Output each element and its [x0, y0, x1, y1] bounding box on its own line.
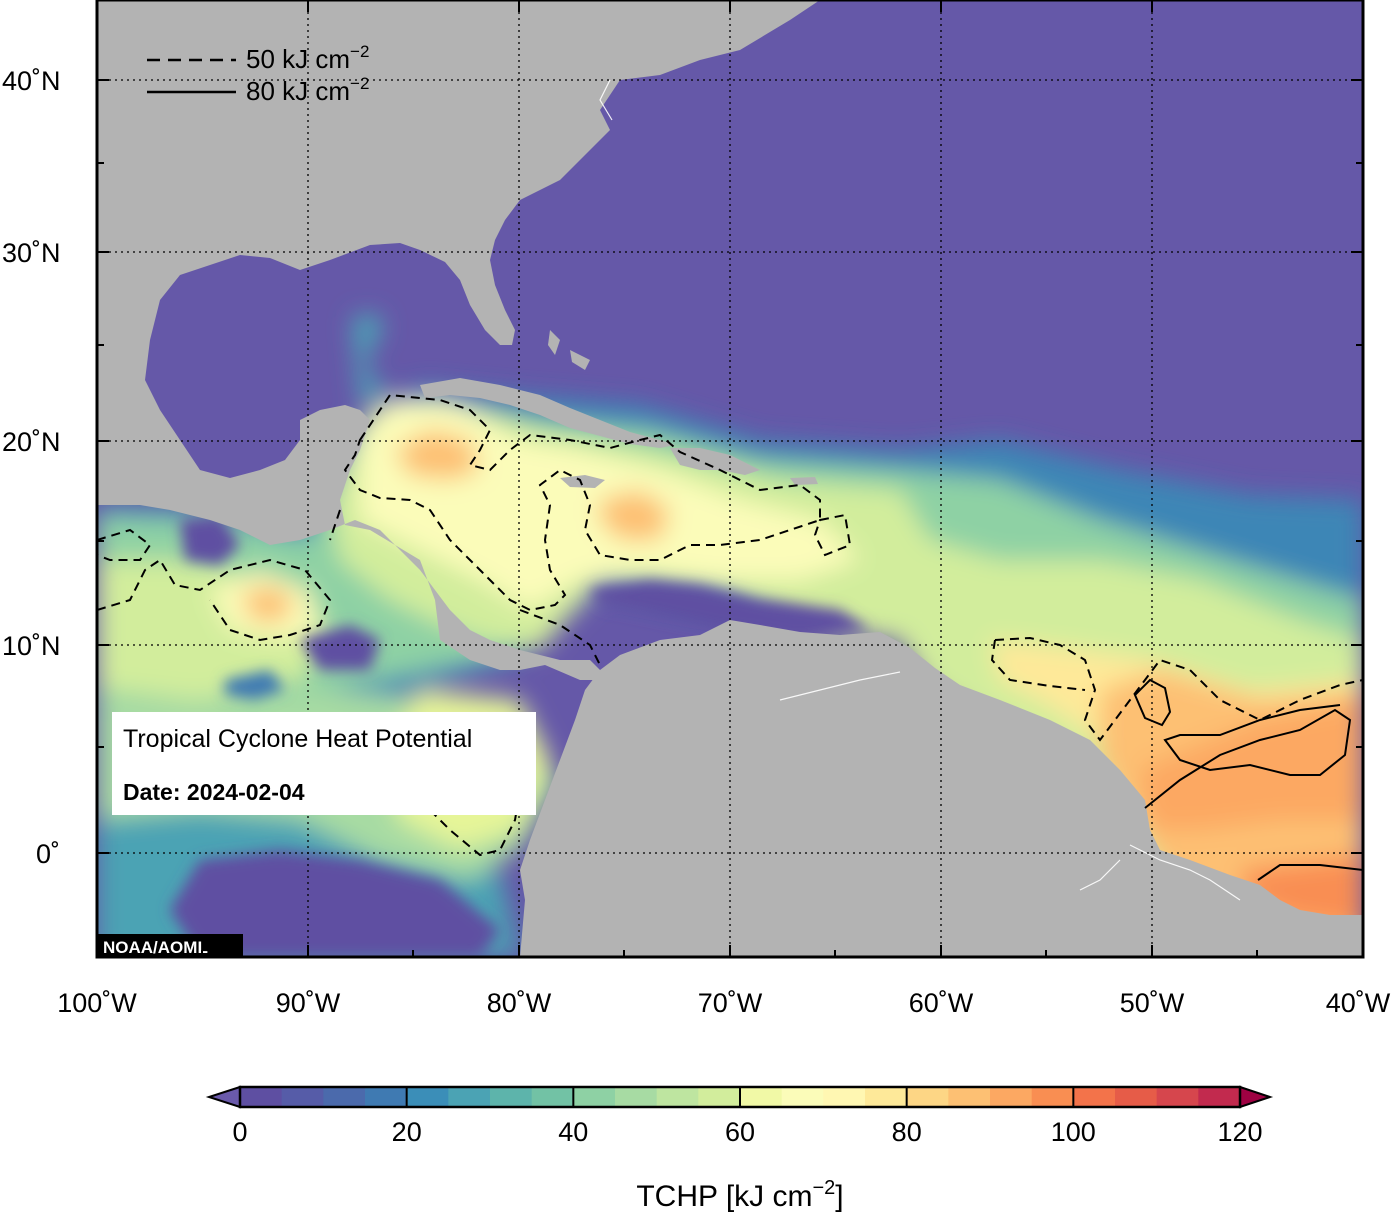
colorbar-cell	[865, 1087, 908, 1107]
rivers	[599, 79, 1241, 901]
colorbar-cell	[906, 1087, 949, 1107]
colorbar-over-arrow	[1239, 1085, 1274, 1109]
colorbar-cell	[1073, 1087, 1116, 1107]
frame-ticks	[97, 0, 1363, 957]
colorbar-cell	[240, 1087, 283, 1107]
colorbar-cells	[240, 1087, 1241, 1107]
lat-label-40n: 40˚N	[2, 66, 61, 96]
credit-badge: NOAA/AOML	[97, 934, 243, 957]
colorbar-ticks	[239, 1087, 1241, 1107]
lon-label-80w: 80˚W	[487, 988, 552, 1018]
colorbar-cell	[656, 1087, 699, 1107]
colorbar-cell	[781, 1087, 824, 1107]
lon-label-50w: 50˚W	[1120, 988, 1185, 1018]
lon-label-60w: 60˚W	[909, 988, 974, 1018]
cb-tick-label-60: 60	[725, 1117, 755, 1147]
colorbar-tick-labels: 0 20 40 60 80 100 120	[232, 1117, 1262, 1147]
legend-item-dashed: 50 kJ cm−2	[147, 42, 369, 74]
lon-label-100w: 100˚W	[57, 988, 137, 1018]
cb-tick-label-120: 120	[1217, 1117, 1262, 1147]
legend-solid-label: 80 kJ cm−2	[246, 74, 369, 106]
cb-tick-label-40: 40	[558, 1117, 588, 1147]
lat-label-20n: 20˚N	[2, 427, 61, 457]
lat-label-0: 0˚	[36, 839, 60, 869]
longitude-labels: 100˚W 90˚W 80˚W 70˚W 60˚W 50˚W 40˚W	[57, 988, 1391, 1018]
cb-tick-label-0: 0	[232, 1117, 247, 1147]
date-label: Date: 2024-02-04	[123, 779, 305, 805]
lon-label-70w: 70˚W	[698, 988, 763, 1018]
colorbar-cell	[281, 1087, 324, 1107]
colorbar-cell	[740, 1087, 783, 1107]
colorbar-cell	[990, 1087, 1033, 1107]
lat-label-30n: 30˚N	[2, 238, 61, 268]
cb-tick-label-100: 100	[1051, 1117, 1096, 1147]
lon-label-40w: 40˚W	[1326, 988, 1391, 1018]
colorbar-cell	[448, 1087, 491, 1107]
info-box: Tropical Cyclone Heat Potential Date: 20…	[112, 712, 536, 815]
colorbar-cell	[323, 1087, 366, 1107]
legend-item-solid: 80 kJ cm−2	[147, 74, 369, 106]
product-title: Tropical Cyclone Heat Potential	[123, 725, 472, 753]
colorbar-cell	[948, 1087, 991, 1107]
colorbar-cell	[531, 1087, 574, 1107]
colorbar-cell	[1156, 1087, 1199, 1107]
colorbar-cell	[365, 1087, 408, 1107]
contour-80	[1133, 678, 1363, 881]
lat-label-10n: 10˚N	[2, 631, 61, 661]
colorbar-cell	[823, 1087, 866, 1107]
map-panel: 50 kJ cm−2 80 kJ cm−2 Tropical Cyclone H…	[97, 0, 1363, 957]
colorbar-cell	[490, 1087, 533, 1107]
colorbar-cell	[1031, 1087, 1074, 1107]
colorbar-title: TCHP [kJ cm−2]	[636, 1177, 843, 1213]
legend-dashed-label: 50 kJ cm−2	[246, 42, 369, 74]
colorbar-cell	[573, 1087, 616, 1107]
cb-tick-label-20: 20	[392, 1117, 422, 1147]
lon-label-90w: 90˚W	[276, 988, 341, 1018]
colorbar-cell	[406, 1087, 449, 1107]
colorbar-under-arrow	[205, 1085, 241, 1109]
graticule	[97, 0, 1363, 957]
cb-tick-label-80: 80	[892, 1117, 922, 1147]
colorbar-cell	[1115, 1087, 1158, 1107]
latitude-labels: 40˚N 30˚N 20˚N 10˚N 0˚	[2, 66, 61, 869]
colorbar-cell	[1198, 1087, 1241, 1107]
colorbar: 0 20 40 60 80 100 120 TCHP [kJ cm−2]	[205, 1085, 1274, 1213]
colorbar-cell	[615, 1087, 658, 1107]
contour-legend: 50 kJ cm−2 80 kJ cm−2	[147, 42, 369, 106]
colorbar-cell	[698, 1087, 741, 1107]
land	[97, 0, 1363, 957]
credit-text: NOAA/AOML	[103, 938, 208, 957]
